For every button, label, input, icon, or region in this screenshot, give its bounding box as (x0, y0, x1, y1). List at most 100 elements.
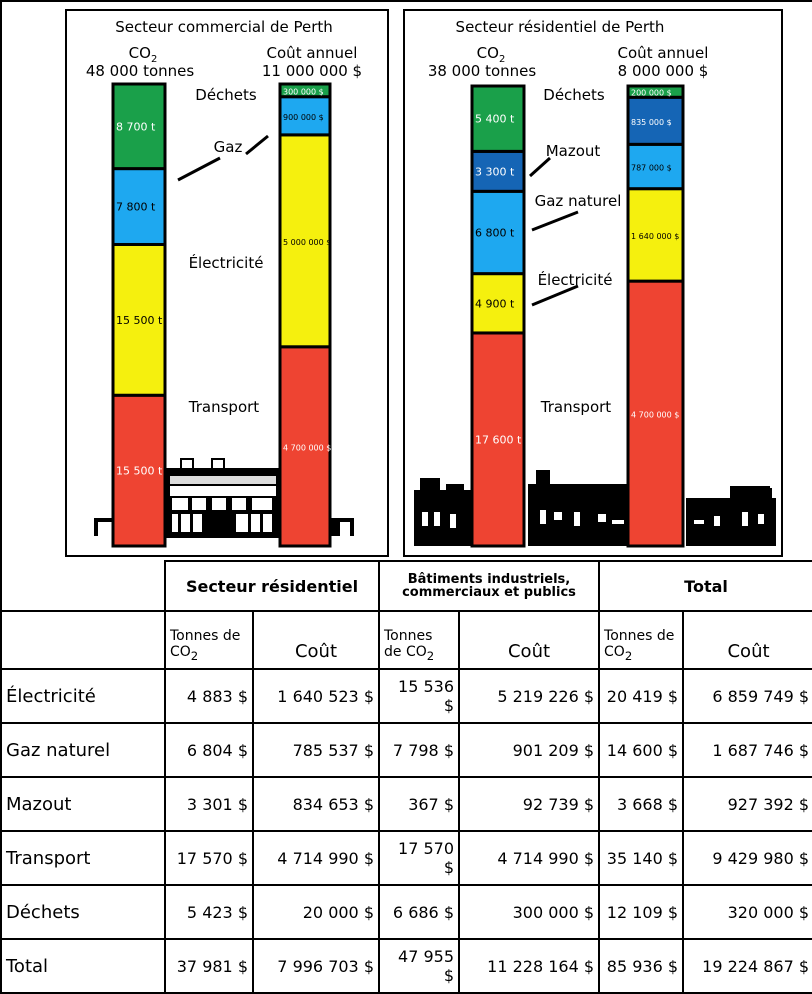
bar-value-label: 3 300 t (475, 165, 515, 178)
bar-value-label: 300 000 $ (283, 87, 324, 96)
table-cell: 901 209 $ (457, 722, 601, 778)
table-cell: 35 140 $ (598, 830, 685, 886)
table-cell: 9 429 980 $ (682, 830, 812, 886)
table-cell: 785 537 $ (252, 722, 380, 778)
table-cell: 4 714 990 $ (457, 830, 601, 886)
connector-line (177, 156, 221, 182)
bar-value-label: 200 000 $ (631, 89, 672, 98)
table-cell: 7 996 703 $ (252, 938, 380, 994)
category-label-gaz-naturel: Gaz naturel (535, 192, 622, 210)
category-labels-layer: Déchets Gaz Électricité Transport Déchets Maz… (177, 86, 622, 416)
bar-segment-electricite (470, 272, 526, 335)
bar-value-label: 4 700 000 $ (631, 411, 679, 420)
category-label-gaz: Gaz (214, 138, 243, 156)
table-row: Mazout 3 301 $834 653 $367 $92 739 $3 668… (0, 776, 812, 832)
table-cell: 17 570 $ (378, 830, 460, 886)
bar-value-label: 4 900 t (475, 297, 515, 310)
table-cell: 11 228 164 $ (457, 938, 601, 994)
category-label-electricite: Électricité (189, 253, 264, 272)
subheader-corner (1, 611, 166, 670)
bar-segment-dechets (626, 84, 685, 99)
bar-value-label: 15 500 t (116, 314, 163, 327)
row-label: Total (0, 938, 166, 994)
residential-co2-label: CO2 (477, 44, 506, 65)
table-cell: 85 936 $ (598, 938, 685, 994)
header-residential: Secteur résidentiel (164, 560, 380, 612)
header-total: Total (598, 560, 812, 612)
connector-line (531, 284, 579, 307)
table-cell: 5 219 226 $ (457, 668, 601, 724)
bar-value-label: 5 400 t (475, 113, 515, 126)
residential-panel (403, 9, 783, 557)
residential-cost-label: Coût annuel (618, 44, 709, 62)
table-corner (1, 561, 166, 612)
row-label: Électricité (0, 668, 166, 724)
residential-skyline-illustration (414, 470, 776, 546)
table-cell: 5 423 $ (164, 884, 254, 940)
residential-cost-total: 8 000 000 $ (618, 62, 709, 80)
bar-segment-dechets (111, 82, 167, 171)
bar-segment-dechets (278, 82, 332, 99)
table-cell: 20 000 $ (252, 884, 380, 940)
bar-value-label: 1 640 000 $ (631, 232, 679, 241)
subheader-cost: Coût (252, 610, 380, 670)
connector-line (531, 210, 579, 232)
row-label: Gaz naturel (0, 722, 166, 778)
table-cell: 6 804 $ (164, 722, 254, 778)
table-cell: 1 687 746 $ (682, 722, 812, 778)
connector-line (528, 156, 552, 178)
table-cell: 300 000 $ (457, 884, 601, 940)
bar-value-label: 15 500 t (116, 465, 163, 478)
table-cell: 17 570 $ (164, 830, 254, 886)
table-cell: 320 000 $ (682, 884, 812, 940)
bar-segment-dechets (470, 84, 526, 153)
bars-layer: 15 500 t 15 500 t 7 800 t 8 700 t 4 700 000 … (111, 82, 685, 548)
row-label: Mazout (0, 776, 166, 832)
table-cell: 15 536 $ (378, 668, 460, 724)
table-row: Électricité 4 883 $1 640 523 $15 536 $5 2… (0, 668, 812, 724)
bar-value-label: 5 000 000 $ (283, 238, 331, 247)
category-label-electricite: Électricité (538, 270, 613, 289)
residential-co2-total: 38 000 tonnes (428, 62, 537, 80)
header-industrial: Bâtiments industriels, commerciaux et pu… (377, 560, 601, 612)
bar-segment-electricite (278, 133, 332, 349)
table-cell: 3 668 $ (598, 776, 685, 832)
category-label-mazout: Mazout (546, 142, 601, 160)
bar-segment-gaz (278, 95, 332, 137)
table-row: Gaz naturel 6 804 $785 537 $7 798 $901 20… (0, 722, 812, 778)
bar-value-label: 7 800 t (116, 201, 156, 214)
table-body: Électricité 4 883 $1 640 523 $15 536 $5 2… (0, 668, 812, 994)
table-cell: 37 981 $ (164, 938, 254, 994)
bar-value-label: 4 700 000 $ (283, 443, 331, 452)
row-label: Transport (0, 830, 166, 886)
bar-value-label: 6 800 t (475, 226, 515, 239)
bar-segment-mazout (470, 149, 526, 193)
commercial-co2-total: 48 000 tonnes (86, 62, 195, 80)
bar-segment-transport (278, 345, 332, 548)
bar-value-label: 835 000 $ (631, 118, 672, 127)
subheader-tonnes: Tonnes de CO2 (598, 610, 685, 670)
subheader-tonnes: Tonnes de CO2 (378, 610, 460, 670)
charts-area: Secteur commercial de Perth CO2 48 000 t… (65, 9, 783, 557)
table-cell: 6 686 $ (378, 884, 460, 940)
bar-segment-electricite (111, 242, 167, 397)
bar-value-label: 17 600 t (475, 433, 522, 446)
category-label-dechets: Déchets (543, 86, 605, 104)
table-cell: 4 714 990 $ (252, 830, 380, 886)
bar-segment-transport (111, 393, 167, 548)
table-row: Déchets 5 423 $20 000 $6 686 $300 000 $12… (0, 884, 812, 940)
residential-title: Secteur résidentiel de Perth (456, 18, 665, 36)
table-cell: 367 $ (378, 776, 460, 832)
table-cell: 20 419 $ (598, 668, 685, 724)
table-cell: 92 739 $ (457, 776, 601, 832)
subheader-tonnes: Tonnes de CO2 (164, 610, 254, 670)
table-cell: 7 798 $ (378, 722, 460, 778)
table-row: Total 37 981 $7 996 703 $47 955 $11 228 1… (0, 938, 812, 994)
category-label-transport: Transport (540, 398, 612, 416)
table-cell: 14 600 $ (598, 722, 685, 778)
category-label-transport: Transport (188, 398, 260, 416)
category-label-dechets: Déchets (195, 86, 257, 104)
table-cell: 4 883 $ (164, 668, 254, 724)
bar-value-label: 787 000 $ (631, 164, 672, 173)
table-row: Transport 17 570 $4 714 990 $17 570 $4 71… (0, 830, 812, 886)
